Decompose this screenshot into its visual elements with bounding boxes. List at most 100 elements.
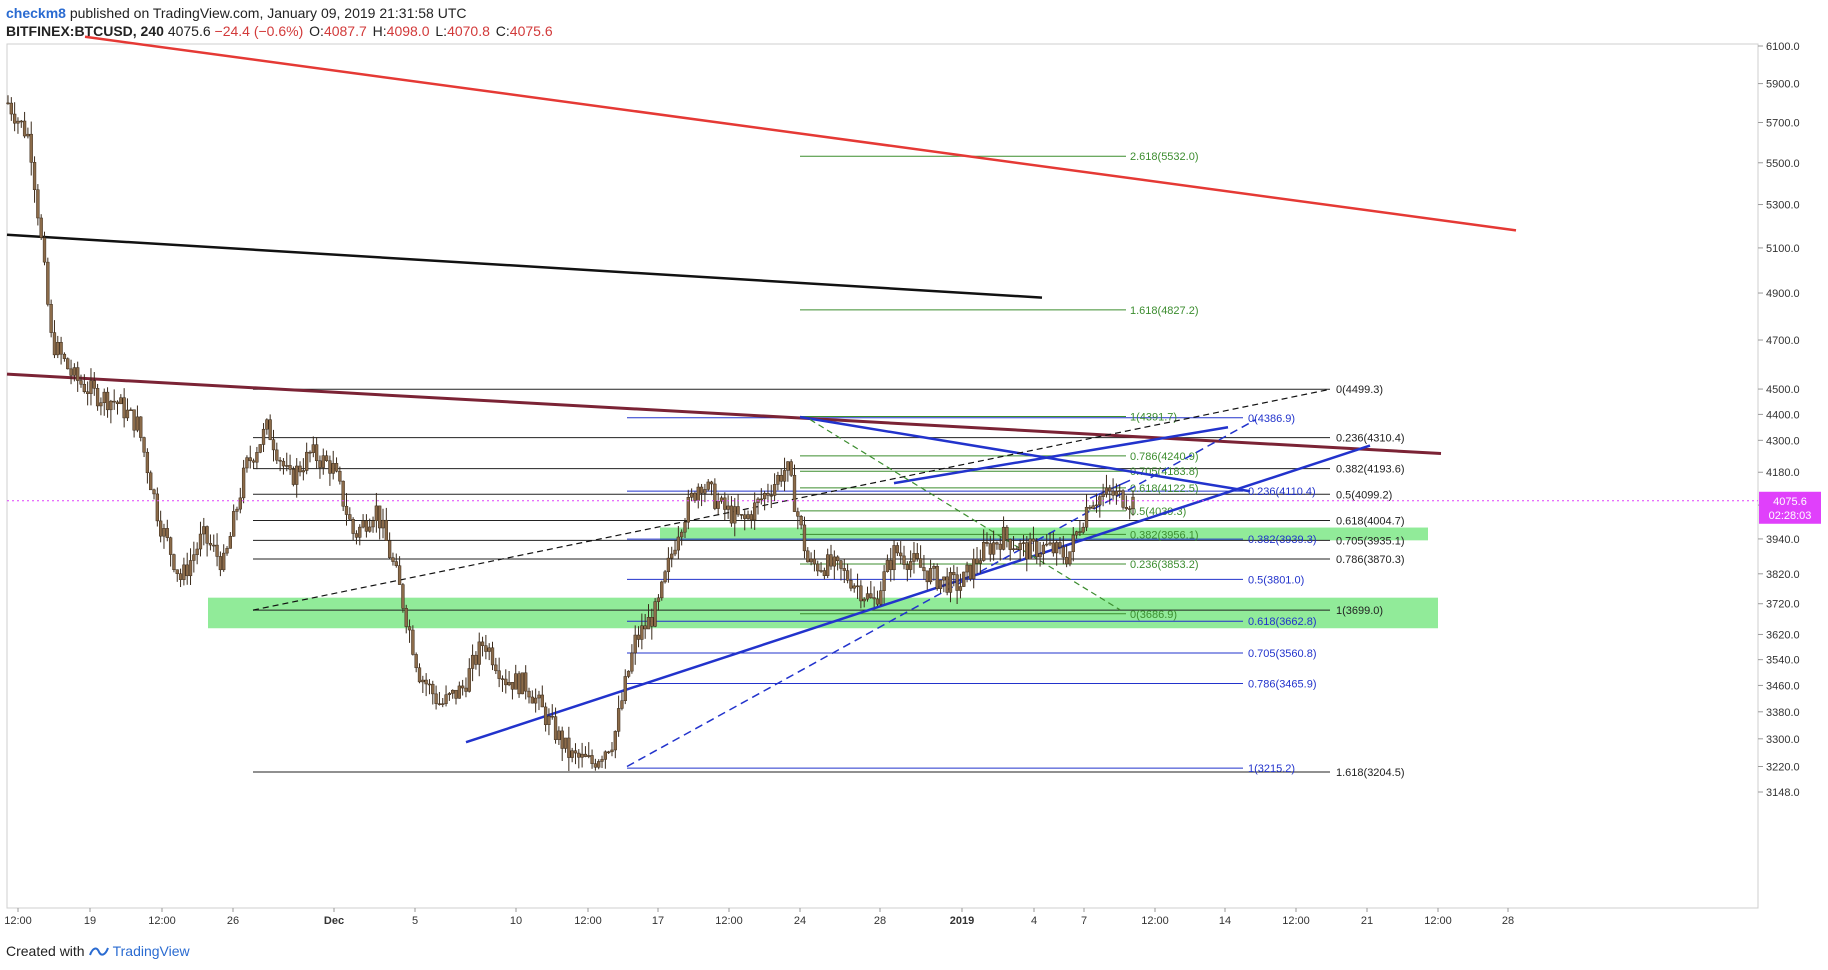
candle-body bbox=[268, 419, 272, 440]
close-label: C: bbox=[495, 23, 510, 39]
candle-body bbox=[115, 401, 120, 405]
candle-body bbox=[653, 601, 657, 627]
candle-body bbox=[507, 682, 511, 686]
candle-body bbox=[504, 678, 508, 686]
candle-body bbox=[792, 474, 797, 512]
candle-body bbox=[305, 451, 309, 471]
candle-body bbox=[1048, 542, 1052, 545]
candle-body bbox=[1084, 506, 1089, 528]
candle-body bbox=[241, 467, 246, 499]
candle-body bbox=[1035, 541, 1039, 558]
candle-body bbox=[1005, 526, 1009, 540]
candle-body bbox=[597, 761, 601, 768]
fib-level-label: 1.618(4827.2) bbox=[1130, 305, 1199, 317]
candle-body bbox=[517, 673, 521, 695]
candle-body bbox=[610, 749, 614, 753]
candle-body bbox=[1111, 490, 1115, 496]
candle-body bbox=[875, 598, 880, 605]
candle-body bbox=[859, 585, 863, 602]
candle-body bbox=[477, 641, 481, 665]
candle-body bbox=[899, 552, 903, 557]
candle-body bbox=[796, 511, 800, 517]
chart-header: checkm8 published on TradingView.com, Ja… bbox=[6, 4, 553, 40]
candle-body bbox=[338, 470, 342, 482]
x-tick-label: 24 bbox=[794, 915, 806, 927]
candle-body bbox=[205, 526, 209, 544]
x-tick-label: 12:00 bbox=[715, 915, 743, 927]
candle-body bbox=[1088, 506, 1092, 509]
y-tick-label: 4400.0 bbox=[1766, 409, 1800, 421]
y-tick-label: 5500.0 bbox=[1766, 158, 1800, 170]
candle-body bbox=[998, 543, 1002, 550]
candle-body bbox=[1008, 539, 1012, 550]
author-link[interactable]: checkm8 bbox=[6, 5, 66, 21]
candle-body bbox=[129, 409, 133, 411]
candle-body bbox=[182, 564, 186, 580]
candle-body bbox=[12, 113, 17, 124]
candle-body bbox=[378, 505, 382, 529]
candle-body bbox=[733, 506, 737, 524]
candle-body bbox=[938, 579, 943, 589]
candle-body bbox=[401, 584, 405, 609]
candle-body bbox=[92, 380, 96, 389]
candle-body bbox=[245, 457, 249, 469]
blue-channel-top bbox=[893, 426, 1229, 485]
tradingview-brand[interactable]: TradingView bbox=[112, 943, 190, 959]
candle-body bbox=[457, 685, 461, 699]
candle-body bbox=[673, 549, 677, 555]
fib-level-label: 0.382(3956.1) bbox=[1130, 529, 1199, 541]
candle-body bbox=[16, 120, 20, 124]
candle-body bbox=[218, 556, 223, 571]
candle-body bbox=[467, 668, 471, 692]
x-tick-label: 12:00 bbox=[1424, 915, 1452, 927]
candle-body bbox=[109, 400, 113, 411]
symbol-name[interactable]: BITFINEX:BTCUSD, 240 bbox=[6, 23, 164, 39]
candle-body bbox=[766, 493, 770, 496]
x-tick-label: 12:00 bbox=[1141, 915, 1169, 927]
candle-body bbox=[52, 332, 57, 356]
candle-body bbox=[235, 508, 239, 512]
candle-body bbox=[1131, 496, 1135, 509]
candle-body bbox=[1101, 493, 1105, 497]
candle-body bbox=[759, 498, 763, 501]
x-tick-label: 28 bbox=[1502, 915, 1514, 927]
candle-body bbox=[885, 560, 890, 572]
y-tick-label: 3940.0 bbox=[1766, 534, 1800, 546]
candle-body bbox=[1045, 543, 1049, 546]
candle-body bbox=[132, 409, 136, 431]
candle-body bbox=[988, 543, 992, 555]
x-tick-label: 28 bbox=[874, 915, 886, 927]
candle-body bbox=[786, 461, 790, 471]
candle-body bbox=[739, 514, 744, 516]
y-tick-label: 3720.0 bbox=[1766, 599, 1800, 611]
candle-body bbox=[826, 554, 830, 576]
candle-body bbox=[251, 460, 256, 463]
candle-body bbox=[643, 625, 647, 630]
candle-body bbox=[159, 520, 163, 537]
candle-body bbox=[172, 554, 176, 570]
candle-body bbox=[165, 528, 169, 538]
candle-body bbox=[670, 553, 674, 559]
candle-body bbox=[905, 564, 909, 570]
candle-body bbox=[1028, 538, 1032, 560]
candle-body bbox=[487, 647, 491, 652]
candle-body bbox=[932, 566, 936, 569]
x-tick-label: 14 bbox=[1219, 915, 1231, 927]
candle-body bbox=[460, 685, 465, 689]
x-tick-label: Dec bbox=[324, 915, 344, 927]
candle-body bbox=[1071, 534, 1075, 552]
candle-body bbox=[112, 400, 116, 403]
candle-body bbox=[772, 484, 777, 496]
candle-body bbox=[729, 505, 734, 524]
candle-body bbox=[593, 763, 598, 768]
candle-body bbox=[152, 489, 156, 495]
published-text: published on TradingView.com, January 09… bbox=[69, 5, 467, 21]
candle-body bbox=[948, 572, 953, 593]
red-resistance bbox=[84, 35, 1517, 232]
candle-body bbox=[530, 696, 534, 704]
candle-body bbox=[656, 597, 661, 602]
change-value: −24.4 (−0.6%) bbox=[214, 23, 304, 39]
candle-body bbox=[925, 570, 929, 583]
candle-body bbox=[258, 444, 262, 453]
